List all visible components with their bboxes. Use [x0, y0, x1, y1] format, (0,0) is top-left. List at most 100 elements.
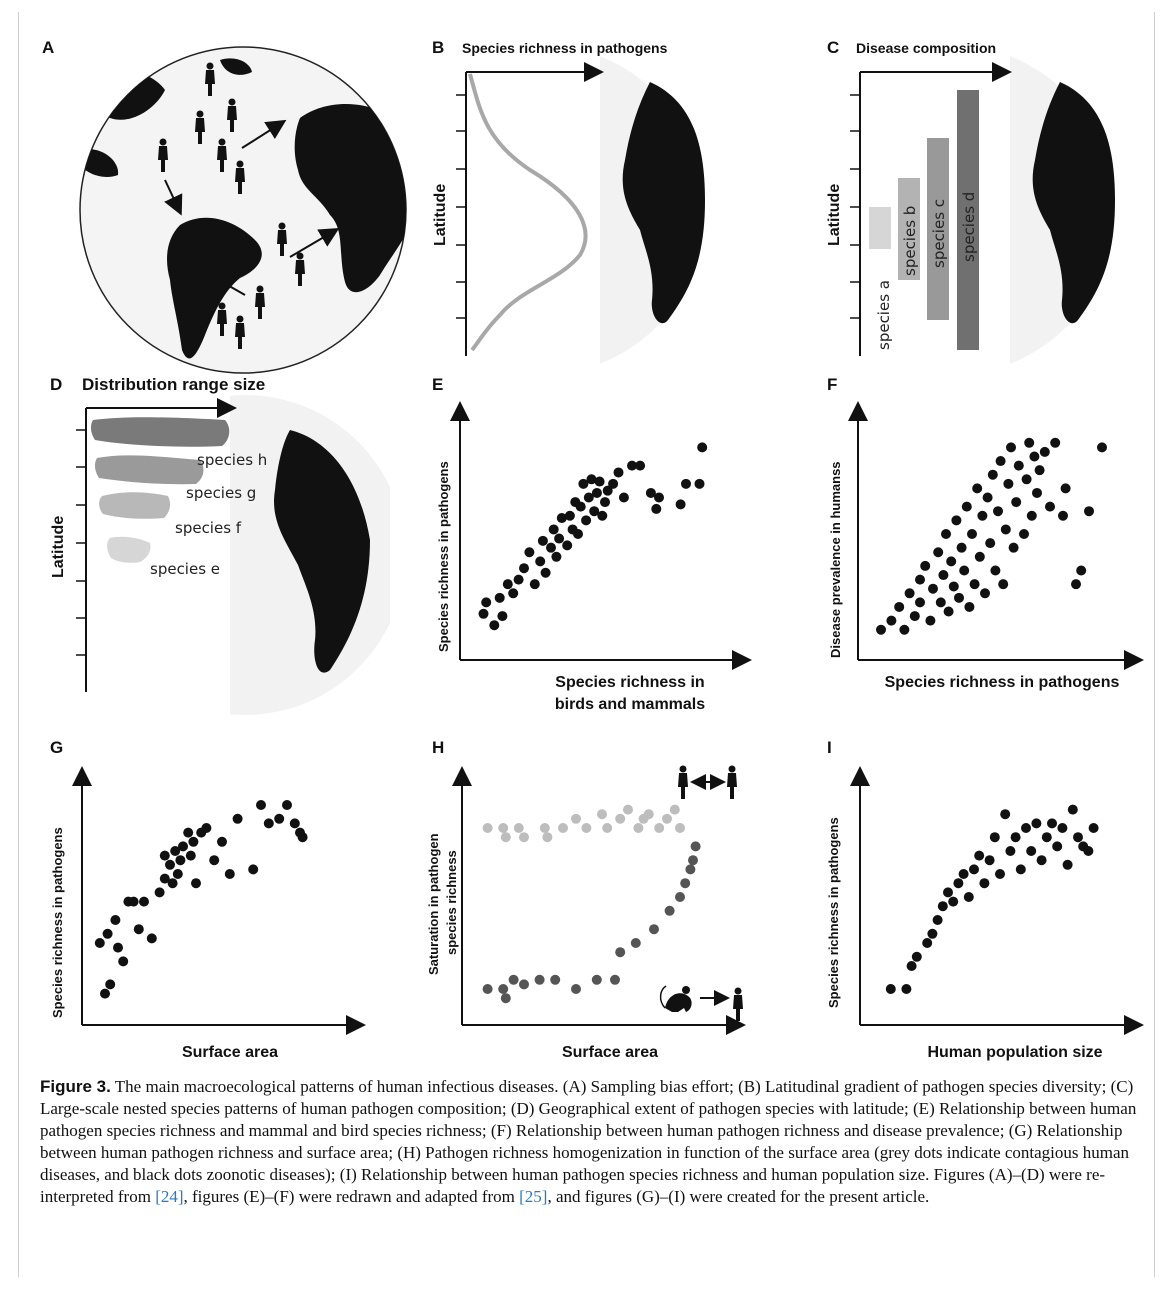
panel-g-point-1	[100, 988, 110, 999]
panel-e-xlabel-line2: birds and mammals	[554, 696, 706, 713]
panel-h-zoonotic-point-14	[675, 892, 685, 902]
panel-i-point-4	[922, 938, 933, 948]
panel-e-point-0	[478, 608, 489, 619]
species-f-label: species f	[175, 519, 242, 537]
panel-h-zoonotic-point-18	[690, 841, 701, 852]
bar-species-c	[927, 138, 949, 320]
panel-e-point-12	[537, 535, 548, 546]
panel-f-point-49	[1034, 465, 1045, 476]
panel-f-point-55	[1071, 579, 1081, 590]
panel-i-point-19	[1000, 809, 1011, 820]
panel-e-point-32	[597, 510, 608, 521]
panel-h-zoonotic-point-9	[610, 974, 620, 985]
panel-g-point-33	[263, 818, 274, 829]
panel-f-point-0	[876, 624, 886, 635]
panel-g-point-2	[102, 928, 113, 939]
panel-f-point-5	[909, 611, 920, 622]
panel-i-xlabel: Human population size	[927, 1044, 1103, 1061]
panel-g-point-3	[105, 979, 116, 990]
panel-d-title: Distribution range size	[82, 375, 266, 394]
panel-h-contagious-point-11	[602, 823, 613, 833]
panel-e-point-46	[697, 442, 708, 453]
panel-i-point-10	[953, 878, 964, 889]
panel-e-point-8	[519, 563, 529, 574]
panel-e-point-14	[546, 542, 556, 553]
panel-e-point-23	[573, 529, 583, 539]
panel-h-contagious-point-18	[662, 813, 672, 824]
panel-f-point-9	[925, 615, 936, 626]
panel-f-point-47	[1029, 451, 1040, 462]
panel-f-point-50	[1039, 446, 1050, 457]
panel-f-point-32	[987, 469, 998, 480]
panel-i-point-32	[1067, 804, 1078, 815]
people-icons	[158, 62, 305, 349]
panel-g-point-29	[224, 869, 235, 879]
panel-e-point-4	[497, 611, 508, 622]
panel-h-zoonotic-point-1	[498, 984, 509, 994]
panel-label-a: A	[42, 38, 55, 57]
panel-e-point-43	[675, 499, 686, 510]
panel-h-zoonotic-point-4	[519, 979, 529, 990]
caption-text-1: The main macroecological patterns of hum…	[40, 1077, 1137, 1206]
panel-g-point-31	[248, 864, 259, 875]
panel-i-point-5	[927, 928, 938, 939]
panel-i-point-21	[1010, 832, 1021, 843]
panel-g-point-35	[282, 800, 292, 810]
panel-e-point-1	[481, 597, 492, 608]
panel-h-contagious-point-5	[539, 823, 550, 833]
panel-h-zoonotic-point-10	[615, 947, 626, 958]
panel-g-point-26	[201, 823, 212, 833]
panel-f-point-29	[980, 588, 990, 599]
panel-h-zoonotic-point-11	[630, 938, 641, 948]
panel-f-point-18	[951, 515, 962, 526]
panel-f-point-48	[1032, 487, 1042, 498]
panel-f-point-15	[943, 606, 954, 617]
panel-f-point-35	[995, 456, 1006, 467]
panel-h-zoonotic-point-6	[550, 974, 561, 985]
panel-e-point-5	[502, 579, 513, 590]
panel-g-point-21	[183, 827, 194, 838]
panel-f-point-23	[964, 601, 975, 612]
panel-i-point-8	[943, 887, 953, 898]
panel-g-point-0	[94, 938, 105, 948]
panel-e-point-19	[562, 540, 573, 551]
panel-g-point-12	[154, 887, 165, 898]
panel-f-point-19	[954, 592, 964, 603]
citation-link-25[interactable]: [25]	[519, 1187, 548, 1206]
panel-f-point-54	[1060, 483, 1071, 494]
panel-e-point-11	[535, 556, 546, 567]
panel-e-point-42	[654, 492, 664, 503]
panel-h-zoonotic-point-2	[500, 993, 511, 1004]
panel-f-point-21	[959, 565, 970, 576]
panel-e-point-27	[583, 492, 594, 503]
panel-e-point-40	[645, 487, 656, 498]
panel-f-point-11	[933, 547, 944, 558]
panel-c-title: Disease composition	[856, 40, 997, 56]
species-h-label: species h	[197, 451, 267, 469]
figure-caption: Figure 3. The main macroecological patte…	[40, 1076, 1140, 1208]
panel-e-point-24	[575, 501, 586, 512]
panel-g-point-5	[113, 942, 123, 953]
panel-e-point-17	[554, 533, 565, 544]
panel-h-contagious-point-14	[633, 823, 644, 833]
panel-f-point-52	[1050, 437, 1061, 448]
panel-g-point-14	[159, 850, 170, 861]
panel-i-point-24	[1026, 846, 1037, 856]
caption-text-2: , figures (E)–(F) were redrawn and adapt…	[183, 1187, 520, 1206]
species-d-label: species d	[960, 192, 978, 262]
panel-h-contagious-point-9	[581, 823, 592, 833]
migration-arrows	[164, 119, 340, 296]
panel-g-point-10	[139, 896, 149, 907]
panel-f-point-28	[977, 510, 988, 521]
panel-g-point-13	[159, 873, 170, 884]
panel-i-point-9	[948, 896, 959, 907]
panel-e-point-3	[494, 592, 505, 603]
panel-h-zoonotic-point-15	[680, 878, 691, 889]
panel-g-point-4	[110, 915, 121, 925]
panel-f-point-44	[1021, 474, 1032, 485]
panel-h-contagious-point-16	[643, 809, 654, 820]
panel-i-point-27	[1041, 832, 1052, 843]
citation-link-24[interactable]: [24]	[155, 1187, 184, 1206]
